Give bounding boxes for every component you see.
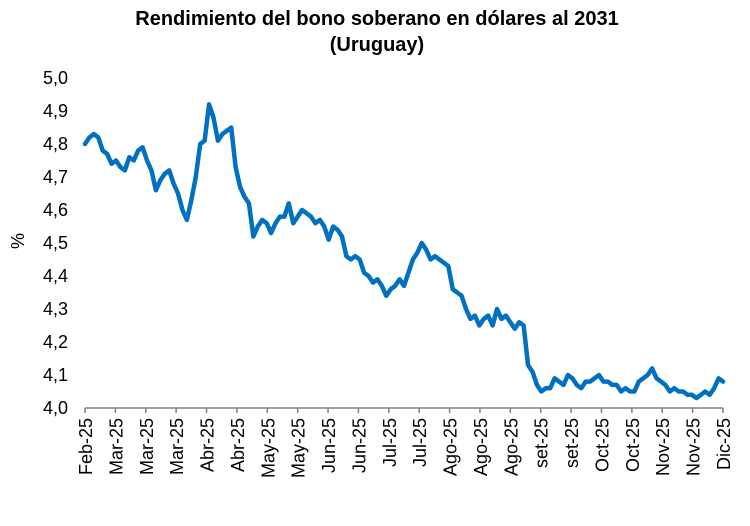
y-axis-ticks: 4,0 4,1 4,2 4,3 4,4 4,5 4,6 4,7 4,8 4,9 5,0 xyxy=(43,68,68,418)
x-tick-label: Abr-25 xyxy=(228,418,248,472)
y-tick-label: 4,9 xyxy=(43,101,68,121)
y-tick-label: 4,5 xyxy=(43,233,68,253)
x-tick-label: Abr-25 xyxy=(198,418,218,472)
y-tick-label: 4,2 xyxy=(43,332,68,352)
y-axis-label: % xyxy=(8,233,28,249)
x-axis-tickmarks xyxy=(84,408,724,413)
x-tick-label: May-25 xyxy=(258,418,278,478)
x-tick-label: Mar-25 xyxy=(167,418,187,475)
x-tick-label: Nov-25 xyxy=(684,418,704,476)
y-tick-label: 4,4 xyxy=(43,266,68,286)
y-tick-label: 4,1 xyxy=(43,365,68,385)
x-tick-label: Oct-25 xyxy=(623,418,643,472)
x-tick-label: Ago-25 xyxy=(501,418,521,476)
y-tick-label: 4,3 xyxy=(43,299,68,319)
y-tick-label: 5,0 xyxy=(43,68,68,88)
x-tick-label: Mar-25 xyxy=(106,418,126,475)
x-tick-label: Nov-25 xyxy=(653,418,673,476)
x-tick-label: Ago-25 xyxy=(471,418,491,476)
x-tick-label: Jul-25 xyxy=(380,418,400,467)
x-tick-label: set-25 xyxy=(562,418,582,468)
x-tick-label: May-25 xyxy=(289,418,309,478)
x-tick-label: Oct-25 xyxy=(592,418,612,472)
x-tick-label: Ago-25 xyxy=(441,418,461,476)
x-axis-ticks: Feb-25 Mar-25 Mar-25 Mar-25 Abr-25 Abr-25 May-… xyxy=(76,418,734,478)
chart-subtitle: (Uruguay) xyxy=(330,34,424,56)
x-tick-label: Jun-25 xyxy=(349,418,369,473)
y-tick-label: 4,7 xyxy=(43,167,68,187)
x-tick-label: set-25 xyxy=(532,418,552,468)
x-tick-label: Jul-25 xyxy=(410,418,430,467)
y-tick-label: 4,8 xyxy=(43,134,68,154)
x-tick-label: Mar-25 xyxy=(137,418,157,475)
chart-title: Rendimiento del bono soberano en dólares… xyxy=(135,8,618,30)
x-tick-label: Jun-25 xyxy=(319,418,339,473)
y-tick-label: 4,6 xyxy=(43,200,68,220)
x-tick-label: Feb-25 xyxy=(76,418,96,475)
series-line xyxy=(82,102,726,401)
y-tick-label: 4,0 xyxy=(43,398,68,418)
x-tick-label: Dic-25 xyxy=(714,418,734,470)
